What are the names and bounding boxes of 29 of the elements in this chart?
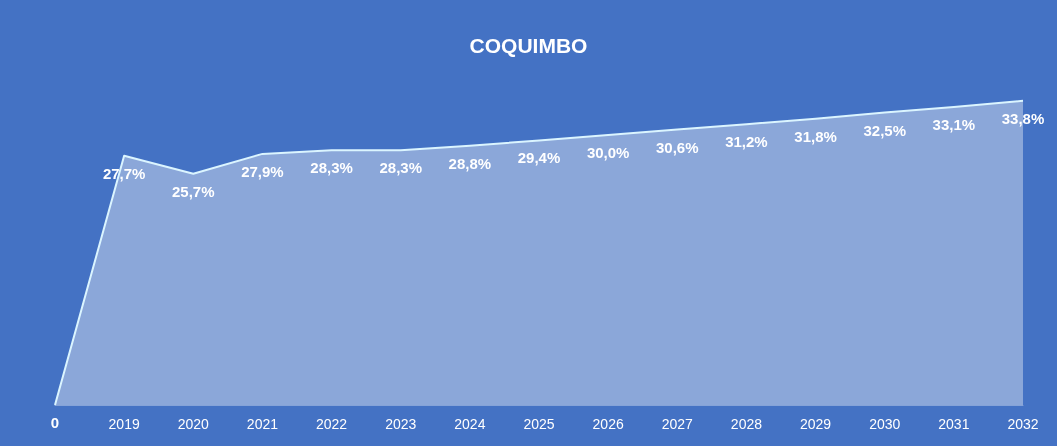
data-label: 33,8%	[1001, 109, 1045, 127]
data-label: 30,0%	[586, 144, 630, 161]
data-label: 25,7%	[172, 182, 215, 200]
data-label: 30,6%	[656, 138, 699, 156]
data-label: 31,2%	[725, 133, 768, 151]
data-label: 29,4%	[517, 149, 561, 167]
x-tick-label: 2029	[799, 416, 832, 432]
x-tick-label: 2023	[385, 416, 417, 432]
x-tick-label: 2027	[661, 416, 694, 432]
x-tick-label: 2024	[454, 416, 486, 432]
chart-title: COQUIMBO	[469, 34, 588, 57]
x-tick-label: 2028	[730, 416, 763, 432]
data-label: 27,9%	[241, 162, 284, 180]
data-label: 31,8%	[794, 127, 837, 145]
x-tick-label: 2032	[1007, 416, 1039, 432]
x-tick-label: 2026	[592, 416, 624, 432]
x-tick-label: 2030	[869, 416, 901, 432]
x-tick-label: 2025	[523, 416, 555, 432]
data-label: 0	[50, 414, 60, 431]
x-tick-label: 2020	[177, 416, 210, 432]
x-tick-label: 2021	[246, 416, 279, 432]
data-label: 32,5%	[863, 121, 906, 139]
data-label: 33,1%	[932, 116, 976, 134]
x-tick-label: 2031	[938, 416, 970, 432]
data-label: 28,3%	[379, 159, 422, 177]
data-label: 28,8%	[448, 154, 492, 172]
data-label: 28,3%	[310, 159, 353, 177]
x-tick-label: 2022	[315, 416, 348, 432]
x-tick-label: 2019	[108, 416, 140, 432]
